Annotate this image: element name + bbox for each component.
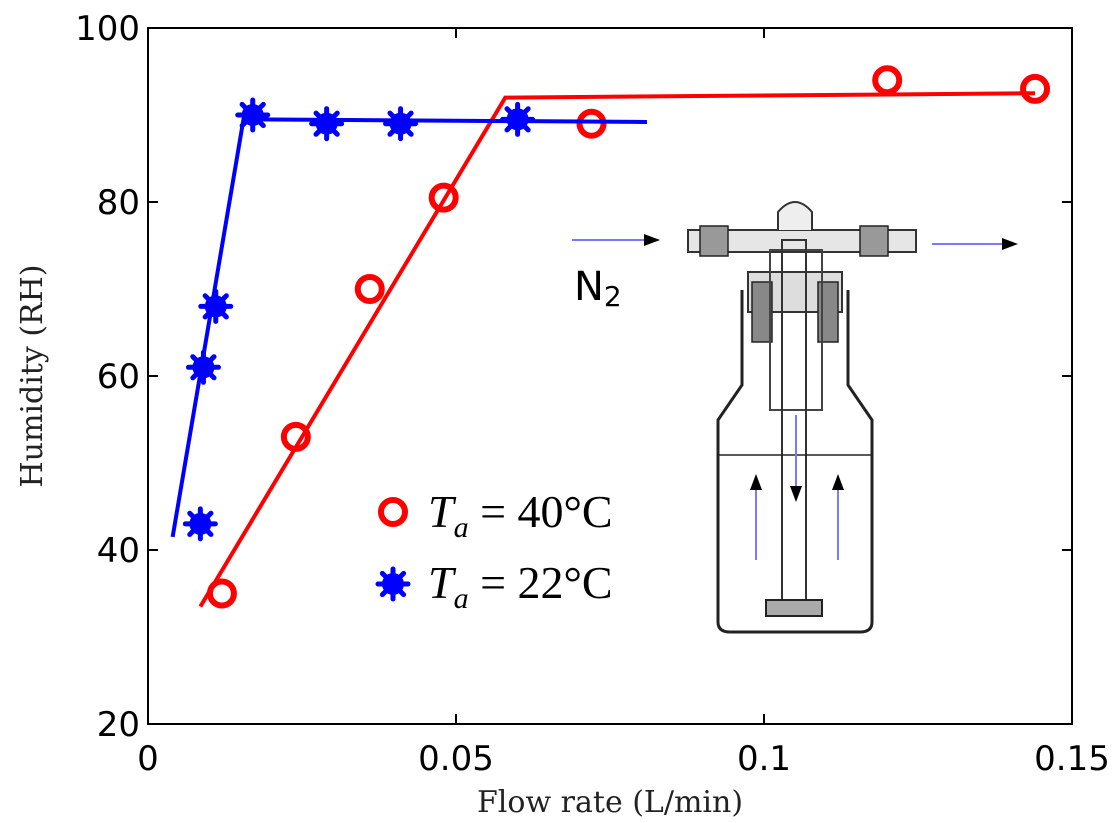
legend-marker-40c <box>378 497 408 527</box>
bubbler-apparatus-inset: N2 <box>572 201 1018 634</box>
data-point <box>182 506 218 542</box>
bottle-outline <box>716 290 874 634</box>
series-layer <box>170 65 1051 609</box>
up-arrow-right-head <box>832 474 844 490</box>
x-tick-label: 0.1 <box>737 739 791 779</box>
neck-threads <box>751 281 773 343</box>
series-1 <box>170 97 647 542</box>
up-arrow-left-head <box>750 474 762 490</box>
fit-line-1 <box>170 117 647 538</box>
diffuser <box>765 599 823 617</box>
data-point <box>280 421 311 452</box>
fit-line-0 <box>198 91 1036 608</box>
y-tick-label: 40 <box>97 531 140 571</box>
down-arrow-head <box>790 486 802 502</box>
y-axis-label: Humidity (RH) <box>15 264 50 487</box>
outflow-arrow-head <box>1002 238 1018 250</box>
x-tick-label: 0.15 <box>1034 739 1110 779</box>
y-tick-label: 60 <box>97 357 140 397</box>
x-tick-label: 0 <box>137 739 159 779</box>
data-point <box>872 65 903 96</box>
n2-label: N2 <box>574 264 622 313</box>
data-point <box>309 106 345 142</box>
data-point <box>428 182 459 213</box>
plot-frame <box>147 27 1073 725</box>
axis-ticks <box>147 27 1073 725</box>
legend-label-22c: Ta = 22°C <box>428 557 613 615</box>
data-point <box>185 349 221 385</box>
series-0 <box>198 65 1051 609</box>
data-point <box>576 108 607 139</box>
y-tick-label: 100 <box>75 9 140 49</box>
y-tick-label: 20 <box>97 705 140 745</box>
data-point <box>500 101 536 137</box>
data-point <box>235 97 271 133</box>
data-point <box>198 288 234 324</box>
legend-label-40c: Ta = 40°C <box>428 486 613 544</box>
inflow-arrow-head <box>644 234 660 246</box>
axis-tick-labels: 0 0.05 0.1 0.15 20 40 60 80 100 <box>75 9 1110 779</box>
legend-marker <box>378 497 408 527</box>
x-tick-label: 0.05 <box>418 739 494 779</box>
top-dome <box>777 201 813 230</box>
data-point <box>1020 73 1051 104</box>
data-point <box>354 274 385 304</box>
outer-tube <box>769 249 823 411</box>
legend: Ta = 40°C Ta = 22°C <box>375 486 613 615</box>
data-point <box>206 578 237 609</box>
legend-marker <box>375 566 411 602</box>
x-axis-label: Flow rate (L/min) <box>477 785 743 820</box>
data-point <box>383 106 419 142</box>
y-tick-label: 80 <box>97 183 140 223</box>
legend-marker-22c <box>375 566 411 602</box>
left-fitting <box>699 225 729 257</box>
right-fitting <box>859 225 889 257</box>
